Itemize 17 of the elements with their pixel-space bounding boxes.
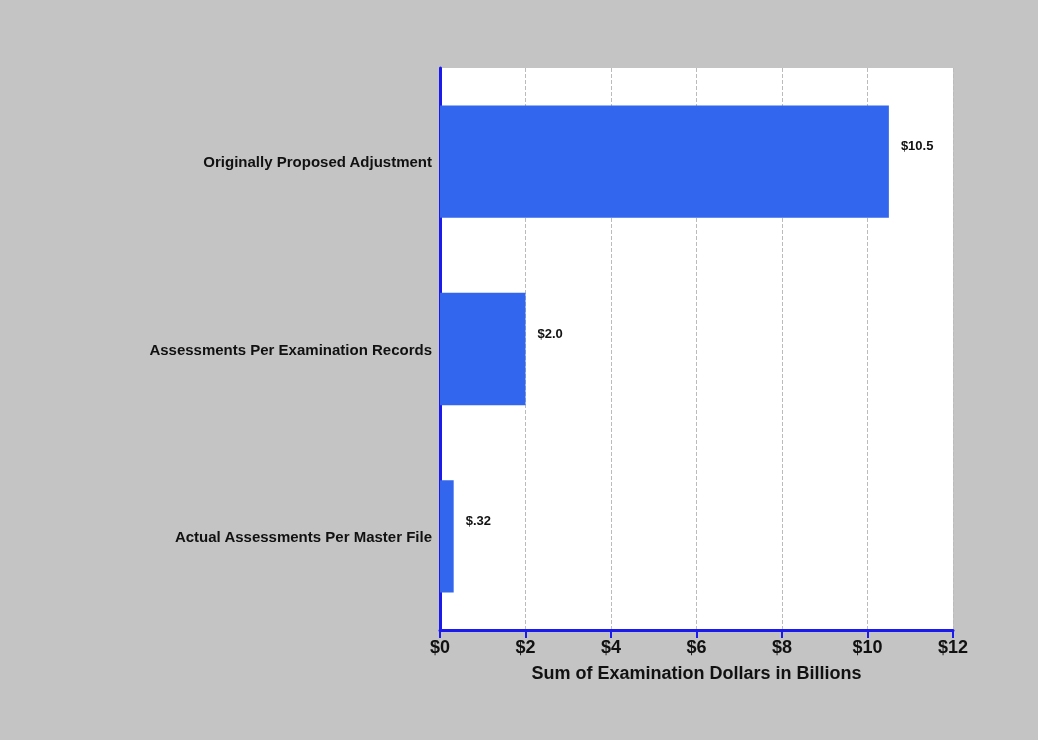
data-label: $10.5	[900, 138, 934, 154]
y-tick-label: Originally Proposed Adjustment	[203, 153, 432, 171]
bar	[440, 292, 526, 406]
x-tick-label: $6	[686, 637, 707, 657]
x-axis-title: Sum of Examination Dollars in Billions	[531, 663, 862, 683]
bar	[440, 480, 454, 593]
data-label: $.32	[465, 512, 491, 528]
x-tick-label: $12	[937, 637, 969, 657]
x-tick-label: $8	[771, 637, 793, 657]
y-tick-label: Actual Assessments Per Master File	[174, 527, 432, 545]
bar	[440, 105, 889, 218]
data-label: $2.0	[537, 325, 563, 341]
x-tick-label: $10	[852, 637, 883, 657]
x-tick-label: $4	[600, 637, 622, 657]
x-tick-label: $0	[429, 637, 451, 657]
x-tick-label: $2	[515, 637, 536, 657]
y-tick-label: Assessments Per Examination Records	[149, 340, 432, 358]
